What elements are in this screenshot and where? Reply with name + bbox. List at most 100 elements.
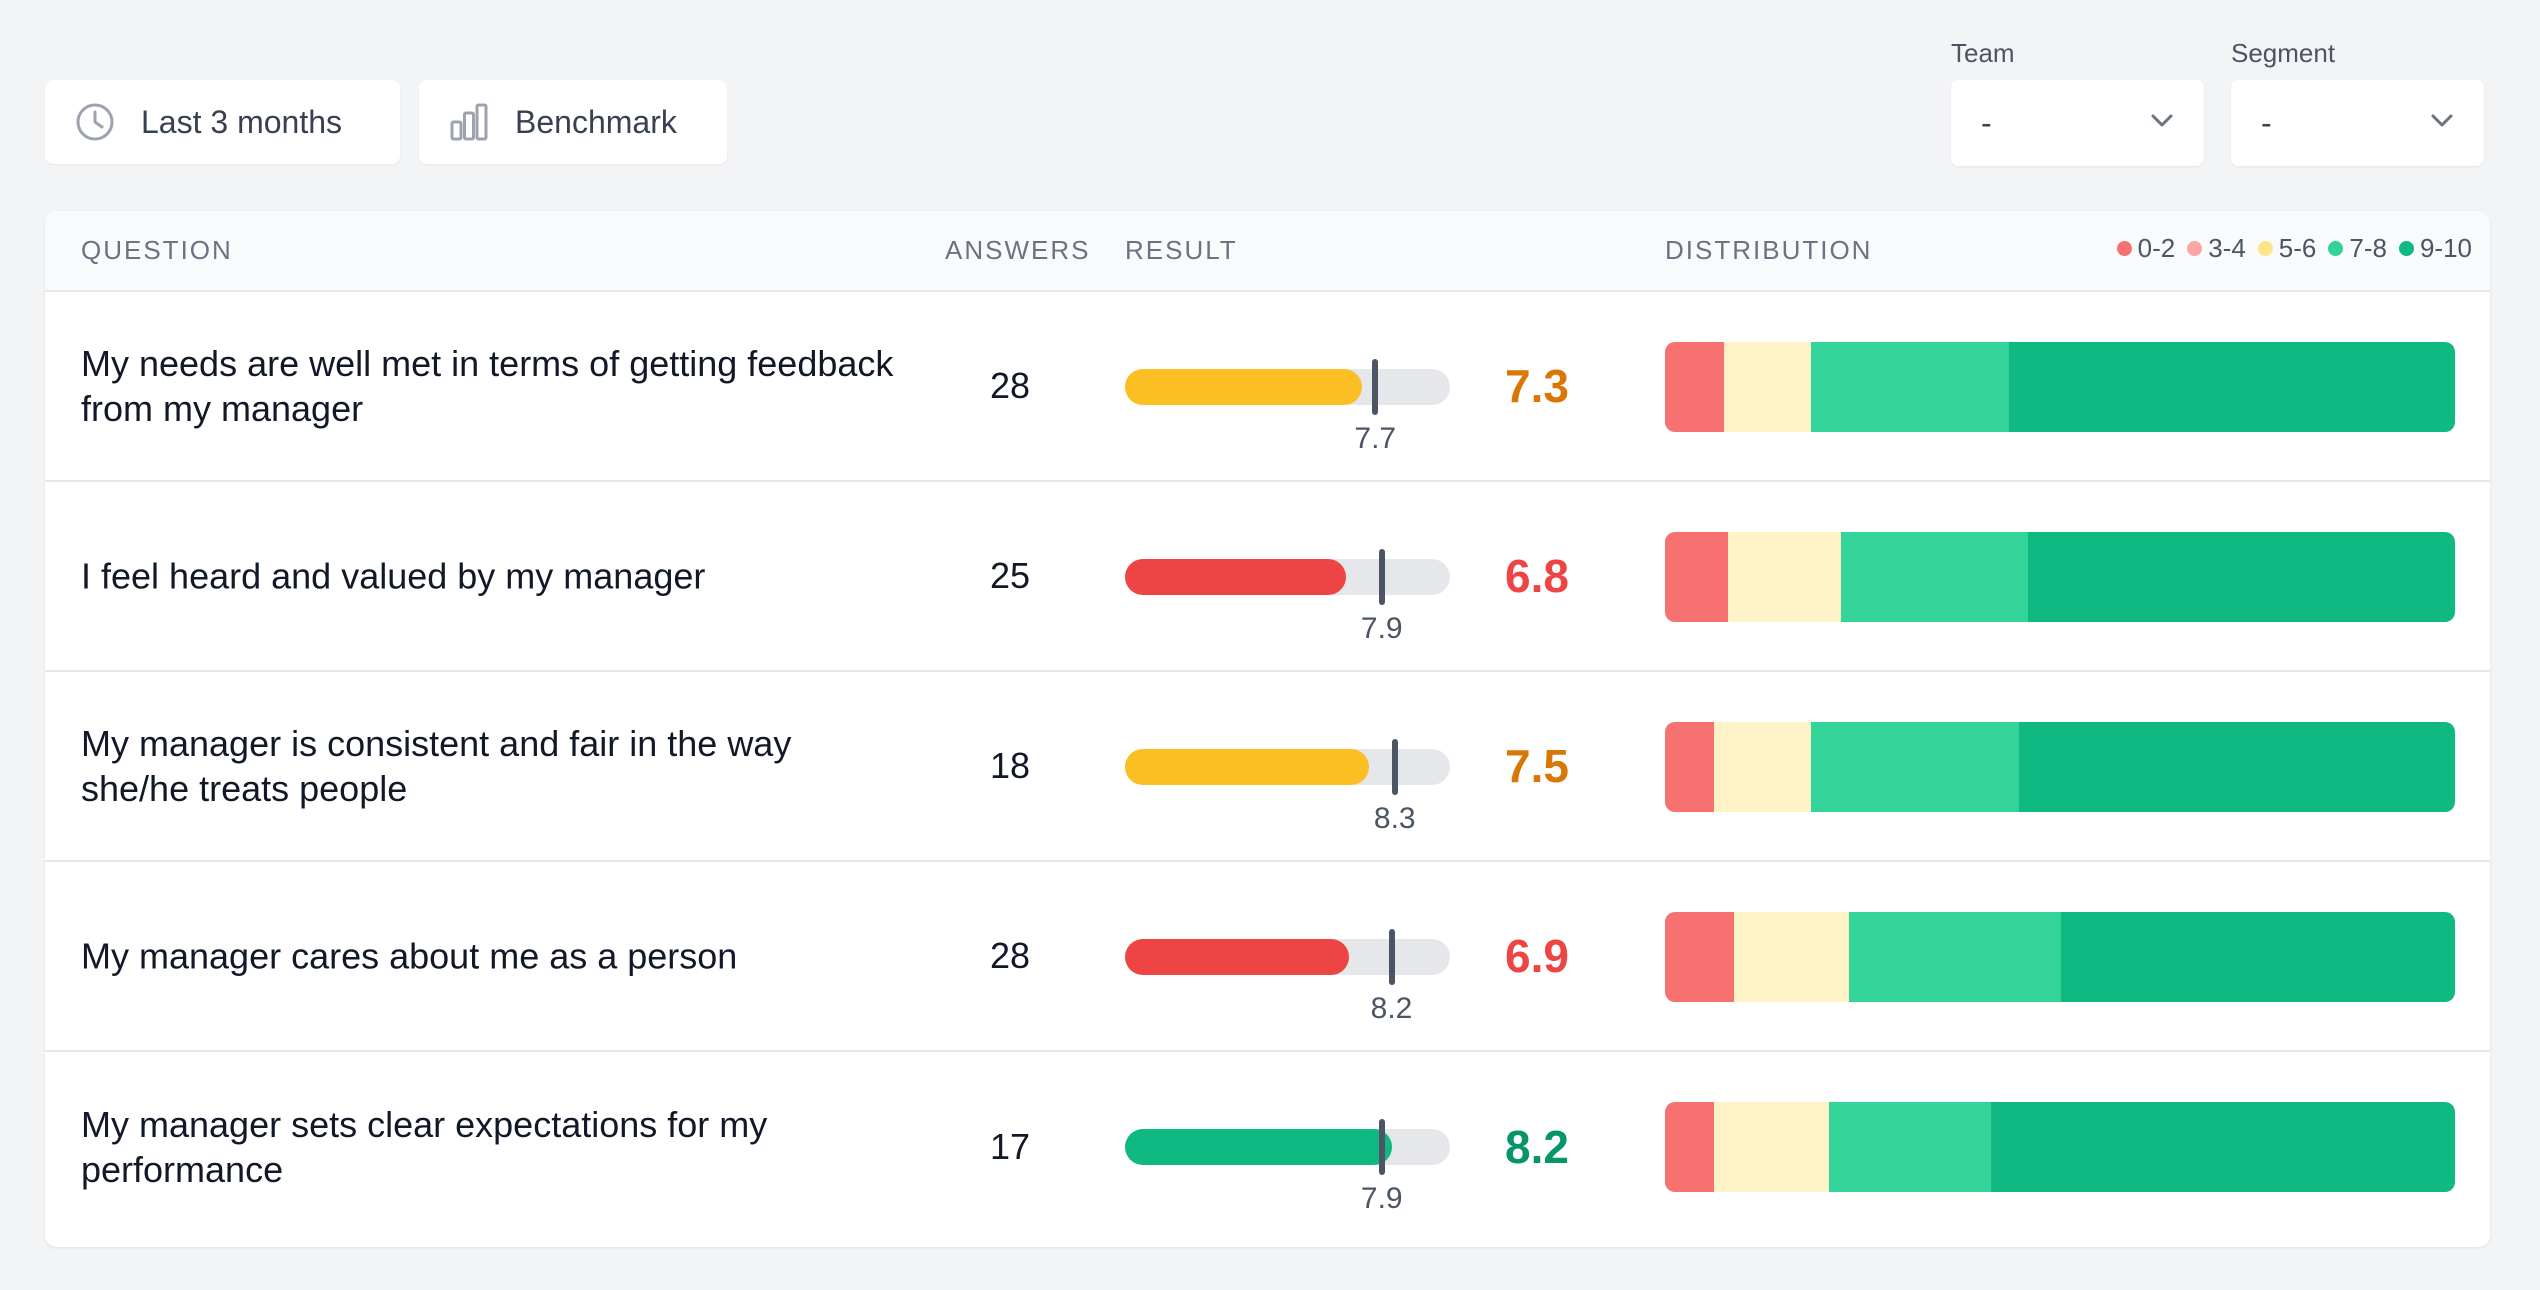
result-score: 7.3	[1505, 360, 1569, 412]
clock-icon	[75, 102, 115, 142]
chevron-down-icon	[2428, 105, 2456, 142]
benchmark-label: Benchmark	[515, 103, 677, 140]
answers-count: 28	[989, 935, 1031, 976]
benchmark-marker	[1378, 549, 1385, 605]
legend-dot	[2116, 241, 2132, 256]
legend-dot	[2257, 241, 2273, 256]
benchmark-value: 7.9	[1360, 1182, 1403, 1215]
distribution-bar	[1665, 342, 2455, 432]
result-score: 8.2	[1505, 1121, 1569, 1173]
column-header-question: QUESTION	[81, 235, 233, 265]
result-bar-fill	[1125, 939, 1350, 975]
distribution-segment-7-8	[1811, 722, 2019, 812]
benchmark-value: 8.3	[1373, 802, 1416, 835]
table-row[interactable]: My manager cares about me as a person 28 8…	[45, 862, 2490, 1052]
table-row[interactable]: My manager sets clear expectations for m…	[45, 1052, 2490, 1242]
table-row[interactable]: My needs are well met in terms of gettin…	[45, 292, 2490, 482]
legend-dot	[2187, 241, 2203, 256]
distribution-bar	[1665, 1102, 2455, 1192]
distribution-segment-0-2	[1665, 1102, 1714, 1192]
answers-count: 25	[989, 555, 1031, 596]
result-bar-fill	[1125, 369, 1363, 405]
answers-count: 18	[989, 745, 1031, 786]
distribution-segment-7-8	[1841, 532, 2029, 622]
distribution-segment-5-6	[1728, 532, 1842, 622]
result-bar-track	[1125, 369, 1450, 405]
distribution-segment-5-6	[1713, 722, 1812, 812]
distribution-segment-9-10	[2060, 912, 2455, 1002]
answers-count: 28	[989, 365, 1031, 406]
distribution-segment-7-8	[1849, 912, 2061, 1002]
distribution-segment-9-10	[2008, 342, 2455, 432]
distribution-bar	[1665, 912, 2455, 1002]
distribution-segment-7-8	[1811, 342, 2009, 432]
legend-dot	[2398, 241, 2414, 256]
distribution-segment-0-2	[1665, 912, 1734, 1002]
legend-label: 5-6	[2278, 233, 2317, 263]
result-bar-fill	[1125, 559, 1346, 595]
distribution-segment-9-10	[1991, 1102, 2455, 1192]
result-bar-fill	[1125, 749, 1369, 785]
segment-select[interactable]: -	[2231, 80, 2484, 166]
result-score: 7.5	[1505, 740, 1569, 792]
distribution-segment-5-6	[1713, 1102, 1830, 1192]
question-text: My needs are well met in terms of gettin…	[81, 343, 894, 429]
distribution-segment-0-2	[1665, 722, 1714, 812]
distribution-bar	[1665, 532, 2455, 622]
benchmark-button[interactable]: Benchmark	[419, 80, 727, 164]
question-text: My manager sets clear expectations for m…	[81, 1104, 768, 1190]
distribution-legend: 0-2 3-4 5-6 7-8 9-10	[2105, 233, 2472, 264]
column-header-distribution: DISTRIBUTION	[1665, 235, 1873, 265]
benchmark-value: 7.7	[1354, 422, 1397, 455]
question-text: My manager cares about me as a person	[81, 935, 738, 977]
legend-item: 7-8	[2328, 233, 2387, 264]
benchmark-value: 8.2	[1370, 992, 1413, 1025]
result-bar-track	[1125, 749, 1450, 785]
result-score: 6.9	[1505, 930, 1569, 982]
legend-item: 9-10	[2398, 233, 2472, 264]
result-bar-track	[1125, 939, 1450, 975]
result-bar-fill	[1125, 1129, 1392, 1165]
distribution-segment-0-2	[1665, 342, 1725, 432]
date-range-label: Last 3 months	[141, 103, 342, 140]
distribution-bar	[1665, 722, 2455, 812]
result-score: 6.8	[1505, 550, 1569, 602]
distribution-segment-0-2	[1665, 532, 1729, 622]
team-filter-label: Team	[1951, 38, 2015, 68]
date-range-button[interactable]: Last 3 months	[45, 80, 400, 164]
legend-label: 3-4	[2208, 233, 2246, 263]
question-text: I feel heard and valued by my manager	[81, 555, 706, 597]
legend-item: 5-6	[2257, 233, 2317, 264]
answers-count: 17	[989, 1126, 1031, 1167]
benchmark-marker	[1391, 739, 1398, 795]
table-row[interactable]: I feel heard and valued by my manager 25 7…	[45, 482, 2490, 672]
distribution-segment-9-10	[2028, 532, 2455, 622]
distribution-segment-5-6	[1733, 912, 1850, 1002]
legend-label: 9-10	[2419, 233, 2472, 263]
chevron-down-icon	[2148, 105, 2176, 142]
bar-chart-icon	[449, 102, 489, 142]
distribution-segment-7-8	[1829, 1102, 1992, 1192]
team-select[interactable]: -	[1951, 80, 2204, 166]
column-header-answers: ANSWERS	[945, 235, 1091, 265]
segment-select-value: -	[2261, 104, 2272, 141]
results-table: QUESTION ANSWERS RESULT DISTRIBUTION 0-2…	[45, 211, 2490, 1247]
benchmark-marker	[1388, 929, 1395, 985]
table-row[interactable]: My manager is consistent and fair in the…	[45, 672, 2490, 862]
column-header-result: RESULT	[1125, 235, 1238, 265]
benchmark-marker	[1372, 359, 1379, 415]
question-text: My manager is consistent and fair in the…	[81, 723, 792, 809]
result-bar-track	[1125, 1129, 1450, 1165]
legend-label: 0-2	[2137, 233, 2176, 263]
segment-filter-label: Segment	[2231, 38, 2336, 68]
benchmark-marker	[1378, 1119, 1385, 1175]
distribution-segment-9-10	[2018, 722, 2455, 812]
distribution-segment-5-6	[1724, 342, 1812, 432]
table-header: QUESTION ANSWERS RESULT DISTRIBUTION 0-2…	[45, 211, 2490, 292]
legend-dot	[2328, 241, 2344, 256]
result-bar-track	[1125, 559, 1450, 595]
benchmark-value: 7.9	[1360, 612, 1403, 645]
legend-item: 3-4	[2187, 233, 2246, 264]
team-select-value: -	[1981, 104, 1992, 141]
legend-item: 0-2	[2116, 233, 2176, 264]
